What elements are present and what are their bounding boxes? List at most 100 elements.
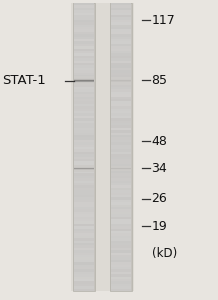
Bar	[111, 166, 131, 167]
Bar	[74, 145, 94, 147]
Bar	[111, 202, 131, 205]
Bar	[71, 3, 134, 291]
Bar	[74, 130, 94, 133]
Bar	[111, 51, 131, 54]
Bar	[74, 79, 94, 80]
Text: 26: 26	[152, 192, 167, 205]
Bar	[74, 125, 94, 128]
Bar	[74, 178, 94, 181]
Bar	[111, 22, 131, 25]
Bar	[74, 219, 94, 222]
Bar	[74, 27, 94, 30]
Bar	[111, 176, 131, 178]
Bar	[74, 17, 94, 20]
Bar	[74, 274, 94, 277]
Bar	[73, 3, 74, 291]
Bar	[111, 205, 131, 207]
Bar	[74, 269, 94, 272]
Bar	[111, 82, 131, 83]
Bar	[74, 58, 94, 61]
Bar	[74, 262, 94, 265]
Bar	[74, 157, 94, 159]
Bar	[111, 170, 131, 171]
Bar	[111, 27, 131, 30]
Bar	[111, 166, 131, 169]
Bar	[74, 82, 94, 83]
Bar	[74, 161, 94, 164]
Bar	[111, 185, 131, 188]
Bar	[111, 149, 131, 152]
Bar	[111, 207, 131, 210]
Bar	[111, 169, 131, 170]
Bar	[111, 8, 131, 11]
Bar	[74, 80, 94, 81]
Bar	[74, 92, 94, 94]
Bar	[74, 171, 94, 172]
Bar	[111, 217, 131, 219]
Text: 85: 85	[152, 74, 167, 87]
Bar	[111, 92, 131, 94]
Bar	[74, 89, 94, 92]
Bar	[74, 233, 94, 236]
Bar	[111, 243, 131, 246]
Bar	[111, 229, 131, 231]
Bar	[74, 181, 94, 183]
Bar	[111, 65, 131, 68]
Bar	[111, 20, 131, 22]
Bar	[74, 284, 94, 286]
Bar	[74, 195, 94, 198]
Bar	[74, 82, 94, 85]
Bar	[74, 63, 94, 66]
Bar	[74, 15, 94, 18]
Bar	[111, 183, 131, 186]
Bar	[74, 265, 94, 267]
Bar	[111, 289, 131, 291]
Bar	[111, 118, 131, 121]
Bar	[111, 82, 131, 85]
Bar	[111, 3, 131, 6]
Bar	[111, 68, 131, 70]
Bar	[111, 260, 131, 262]
Bar	[74, 113, 94, 116]
Bar	[111, 212, 131, 214]
Bar	[74, 248, 94, 250]
Bar	[74, 84, 94, 85]
Bar	[74, 167, 94, 168]
Bar	[74, 70, 94, 73]
Bar	[111, 5, 131, 8]
Bar	[74, 111, 94, 114]
Bar	[111, 49, 131, 51]
Bar	[74, 25, 94, 27]
Bar	[111, 231, 131, 234]
Bar	[111, 78, 131, 79]
Bar	[111, 169, 131, 171]
Bar	[111, 113, 131, 116]
Bar	[74, 13, 94, 15]
Bar	[111, 79, 131, 80]
Bar	[111, 104, 131, 106]
Bar	[111, 236, 131, 238]
Bar	[74, 75, 94, 78]
Bar	[111, 238, 131, 241]
Bar	[74, 154, 94, 157]
Bar	[74, 142, 94, 145]
Bar	[111, 10, 131, 13]
Bar	[74, 79, 94, 80]
Bar	[110, 3, 132, 291]
Bar	[111, 53, 131, 56]
Bar	[74, 34, 94, 37]
Bar	[74, 104, 94, 106]
Bar	[74, 29, 94, 32]
Bar	[111, 170, 131, 171]
Bar	[74, 8, 94, 11]
Bar	[111, 116, 131, 118]
Bar	[111, 99, 131, 102]
Bar	[111, 80, 131, 81]
Bar	[74, 121, 94, 123]
Bar	[111, 221, 131, 224]
Text: 48: 48	[152, 135, 167, 148]
Bar	[111, 77, 131, 78]
Bar	[74, 289, 94, 291]
Bar	[111, 154, 131, 157]
Bar	[74, 128, 94, 130]
